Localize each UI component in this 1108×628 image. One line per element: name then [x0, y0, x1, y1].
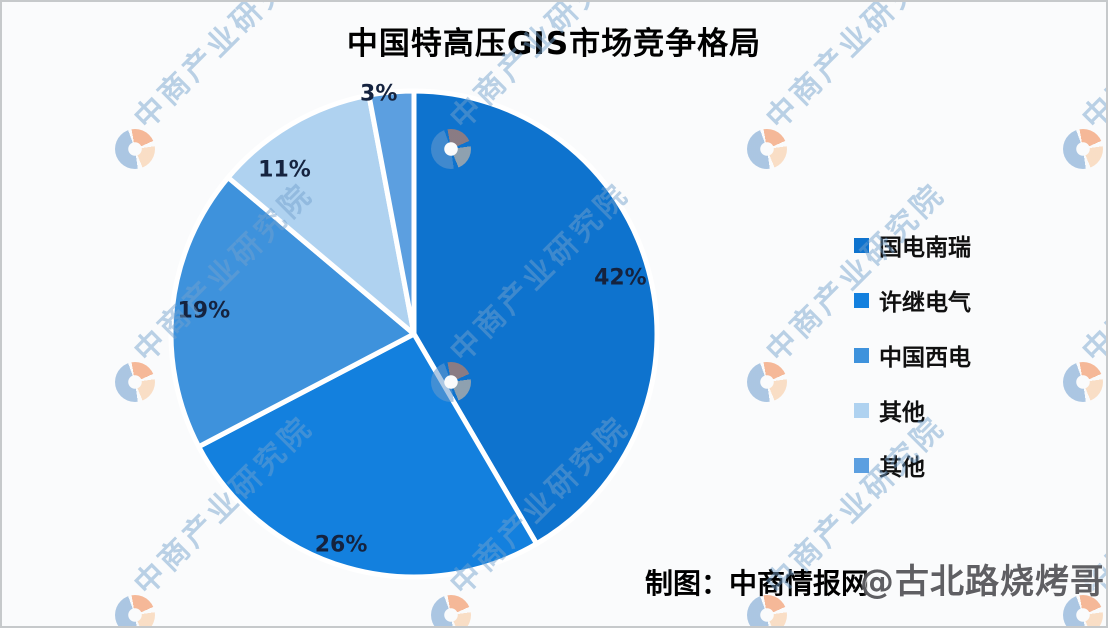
legend-swatch-icon — [854, 237, 869, 253]
legend-item: 其他 — [854, 393, 971, 427]
slice-label-19%: 19% — [177, 298, 231, 324]
legend-label: 国电南瑞 — [879, 235, 971, 261]
slice-label-11%: 11% — [258, 157, 311, 183]
pie-slice-中国西电 — [168, 174, 417, 450]
legend-label: 许继电气 — [879, 290, 971, 316]
legend-label: 中国西电 — [879, 345, 971, 371]
legend: 国电南瑞 许继电气 中国西电 其他 其他 — [854, 228, 971, 482]
attribution-text: 制图：中商情报网 — [645, 567, 870, 600]
legend-item: 许继电气 — [854, 283, 971, 317]
legend-swatch-icon — [854, 347, 869, 363]
pie-slice-其他 — [366, 88, 417, 337]
account-watermark: @古北路烧烤哥 — [860, 562, 1105, 602]
pie-slice-其他 — [225, 92, 417, 337]
slice-label-42%: 42% — [594, 265, 647, 291]
chart-title: 中国特高压GIS市场竞争格局 — [346, 26, 762, 62]
pie-slice-许继电气 — [196, 331, 540, 580]
legend-swatch-icon — [854, 292, 869, 308]
legend-item: 国电南瑞 — [854, 228, 971, 262]
pie-slice-国电南瑞 — [411, 88, 660, 547]
legend-label: 其他 — [879, 400, 925, 426]
slice-label-26%: 26% — [314, 532, 368, 558]
legend-label: 其他 — [879, 455, 925, 481]
slice-label-3%: 3% — [360, 81, 398, 107]
legend-swatch-icon — [854, 457, 869, 473]
legend-item: 其他 — [854, 448, 971, 482]
legend-item: 中国西电 — [854, 338, 971, 372]
legend-swatch-icon — [854, 402, 869, 418]
